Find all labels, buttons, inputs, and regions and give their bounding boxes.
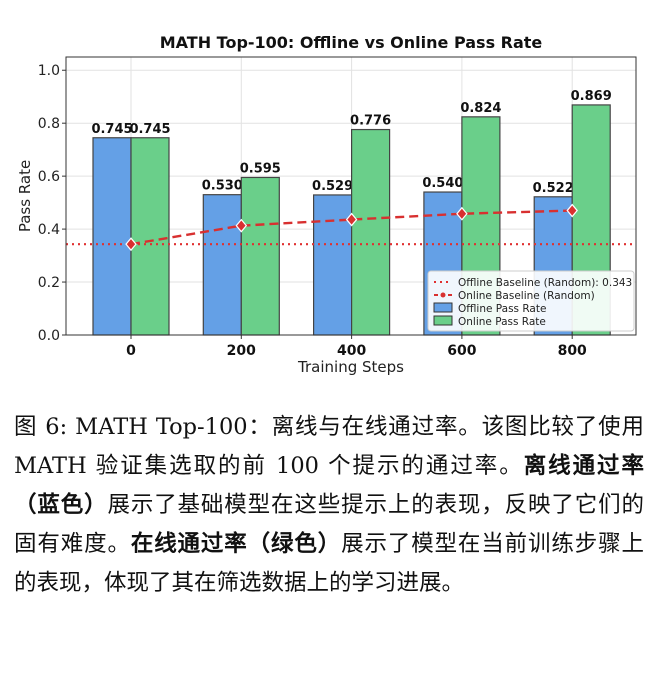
- online-bar: [240, 176, 280, 336]
- legend-label: Online Baseline (Random): [458, 290, 595, 302]
- online-baseline-point: [125, 237, 137, 252]
- online-baseline-point: [456, 206, 468, 221]
- chart-title: MATH Top-100: Offline vs Online Pass Rat…: [160, 33, 543, 52]
- legend-box: [427, 270, 635, 332]
- online-bar-label: 0.745: [129, 122, 170, 137]
- legend-label: Offline Pass Rate: [458, 303, 546, 315]
- x-tick-label: 0: [126, 343, 136, 359]
- offline-bar-label: 0.530: [202, 179, 243, 194]
- offline-bar: [202, 194, 242, 336]
- figure-caption: 图 6: MATH Top-100：离线与在线通过率。该图比较了使用 MATH …: [14, 408, 644, 603]
- online-bar-label: 0.824: [460, 101, 501, 116]
- y-tick-label: 0.8: [38, 116, 60, 132]
- caption-text: 展示了模型在当前训练步骤上的表现，体现了其在筛选数据上的学习进展。: [14, 531, 644, 596]
- online-bar-label: 0.776: [350, 114, 391, 129]
- offline-bar-label: 0.529: [312, 179, 353, 194]
- y-tick-label: 1.0: [38, 63, 60, 79]
- caption-text: 展示了基础模型在这些提示上的表现，反映了它们的固有难度。: [14, 492, 644, 557]
- offline-bar-label: 0.540: [422, 176, 463, 191]
- y-tick-label: 0.4: [38, 222, 60, 238]
- x-tick-label: 200: [227, 343, 256, 359]
- online-bar: [351, 128, 391, 336]
- plot-frame: [65, 56, 637, 336]
- online-baseline-line: [130, 209, 573, 246]
- offline-bar: [313, 194, 353, 336]
- offline-bar: [92, 137, 132, 336]
- online-bar: [130, 137, 170, 336]
- y-tick-label: 0.2: [38, 275, 60, 291]
- x-tick-label: 600: [447, 343, 476, 359]
- x-tick-label: 800: [558, 343, 587, 359]
- bar-chart: MATH Top-100: Offline vs Online Pass Rat…: [16, 33, 637, 376]
- online-bar-label: 0.869: [571, 89, 612, 104]
- online-bar-label: 0.595: [240, 161, 281, 176]
- legend-swatch-bar: [433, 315, 453, 326]
- offline-bar-label: 0.745: [91, 122, 132, 137]
- caption-bold-offline: 离线通过率（蓝色）: [14, 453, 644, 518]
- y-tick-label: 0.0: [38, 328, 60, 344]
- legend-label: Offline Baseline (Random): 0.343: [458, 277, 632, 289]
- y-tick-label: 0.6: [38, 169, 60, 185]
- online-baseline-point: [566, 203, 578, 218]
- legend-swatch-bar: [433, 302, 453, 313]
- x-tick-label: 400: [337, 343, 366, 359]
- online-baseline-point: [235, 218, 248, 233]
- caption-text: 图 6: MATH Top-100：离线与在线通过率。该图比较了使用 MATH …: [14, 414, 644, 479]
- legend-label: Online Pass Rate: [458, 316, 546, 328]
- offline-bar-label: 0.522: [533, 181, 574, 196]
- caption-bold-online: 在线通过率（绿色）: [130, 531, 342, 557]
- y-axis-label: Pass Rate: [16, 160, 34, 232]
- online-baseline-point: [345, 212, 358, 227]
- legend-marker: [440, 292, 446, 298]
- x-axis-label: Training Steps: [297, 358, 404, 376]
